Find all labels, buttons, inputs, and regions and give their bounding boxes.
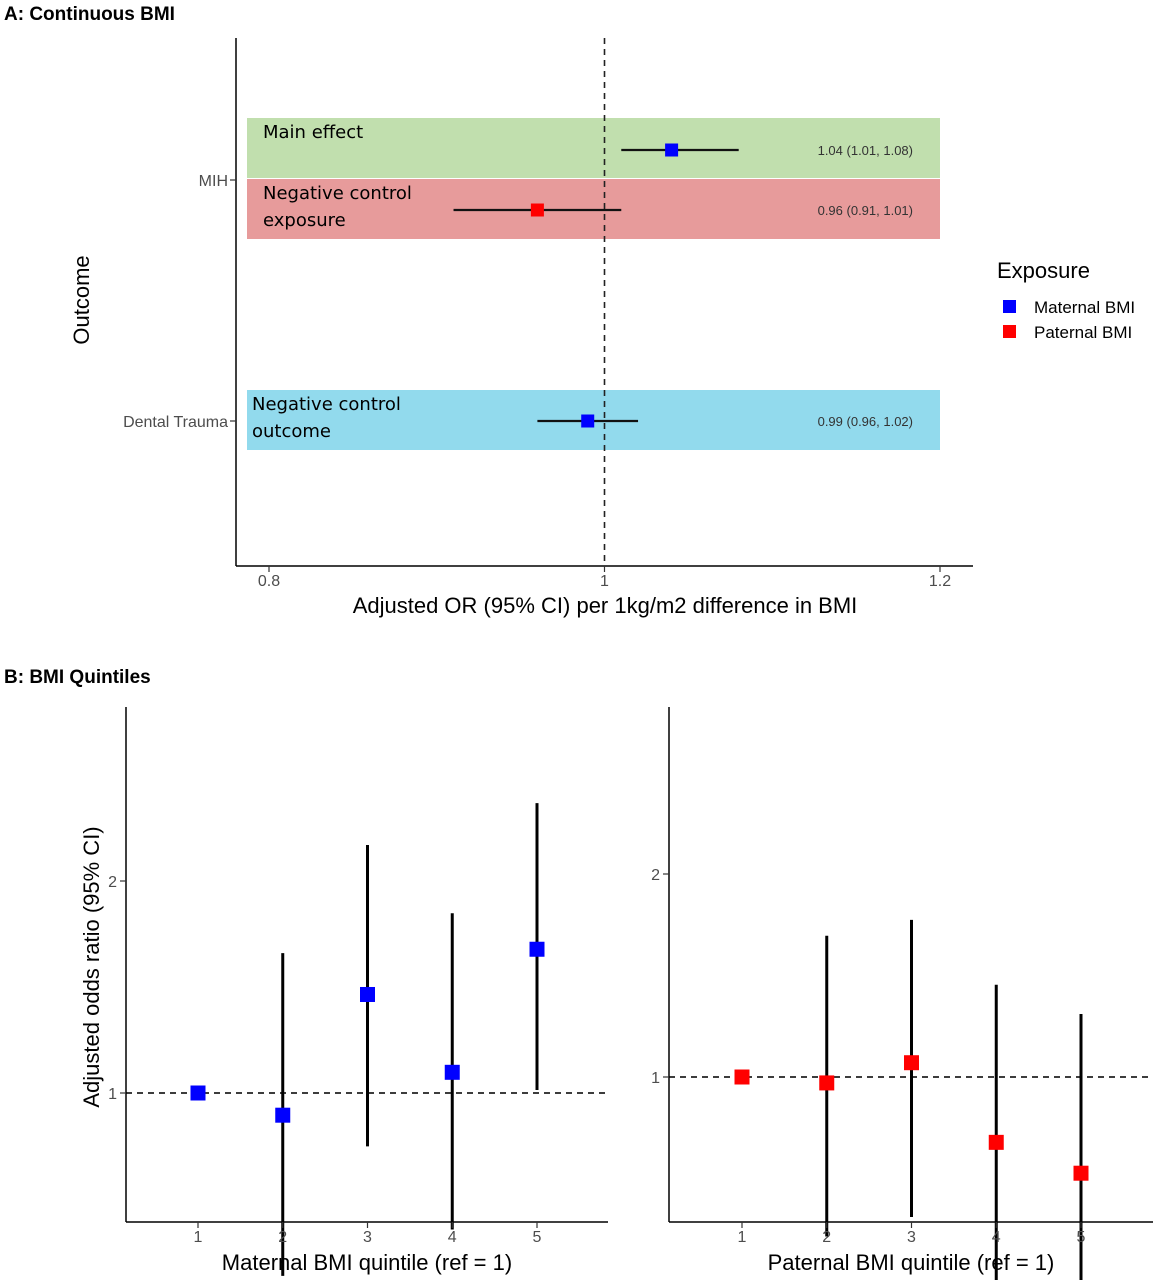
maternal-y-tick-label-1: 1 [108, 1086, 117, 1103]
band-main-effect [247, 118, 940, 178]
legend-key-paternal-bmi [1003, 325, 1016, 338]
paternal-point-q5 [1073, 1165, 1089, 1181]
paternal-x-tick-label-4: 4 [992, 1229, 1001, 1246]
panel-b-title: B: BMI Quintiles [4, 667, 151, 688]
panel-a-x-tick-label-1: 1 [600, 573, 609, 590]
legend-key-maternal-bmi [1003, 300, 1016, 313]
band-label-exposure: exposure [263, 210, 346, 231]
legend-label-paternal-bmi: Paternal BMI [1034, 323, 1132, 342]
paternal-x-tick-label-3: 3 [907, 1229, 916, 1246]
band-label-main-effect: Main effect [263, 122, 363, 143]
maternal-point-q2 [275, 1107, 291, 1123]
panel-b-maternal-plot: 1 2 3 4 5 1 2 [108, 707, 608, 1276]
panel-a-title: A: Continuous BMI [4, 4, 175, 25]
maternal-point-q4 [444, 1064, 460, 1080]
paternal-y-tick-label-2: 2 [651, 867, 660, 884]
panel-b-paternal-plot: 1 2 3 4 5 1 2 [651, 707, 1153, 1280]
panel-b-y-axis-title: Adjusted odds ratio (95% CI) [79, 826, 104, 1107]
panel-a-marks: 1.04 (1.01, 1.08) 0.96 (0.91, 1.01) 0.99 (… [453, 143, 913, 429]
paternal-x-tick-label-1: 1 [738, 1229, 747, 1246]
point-mih-maternal-bmi [665, 143, 679, 157]
point-mih-paternal-bmi [530, 203, 544, 217]
paternal-x-tick-label-5: 5 [1077, 1229, 1086, 1246]
or-label-mih-paternal-bmi: 0.96 (0.91, 1.01) [818, 203, 913, 218]
paternal-point-q2 [819, 1075, 835, 1091]
maternal-point-q1 [190, 1085, 206, 1101]
paternal-point-q3 [904, 1055, 919, 1071]
panel-a-x-tick-label-0-8: 0.8 [258, 573, 280, 590]
or-label-dental-trauma-maternal-bmi: 0.99 (0.96, 1.02) [818, 414, 913, 429]
panel-a-x-tick-label-1-2: 1.2 [929, 573, 951, 590]
or-label-mih-maternal-bmi: 1.04 (1.01, 1.08) [818, 143, 913, 158]
panel-a-x-axis-title: Adjusted OR (95% CI) per 1kg/m2 differen… [353, 593, 858, 618]
band-label-negative-control: Negative control [263, 183, 412, 204]
band-label-negative-control: Negative control [252, 394, 401, 415]
paternal-y-tick-label-1: 1 [651, 1070, 660, 1087]
panel-a-y-tick-label-dental-trauma: Dental Trauma [123, 414, 228, 431]
band-label-outcome: outcome [252, 421, 331, 442]
panel-b-paternal-x-axis-title: Paternal BMI quintile (ref = 1) [768, 1250, 1055, 1275]
panel-a-y-tick-label-mih: MIH [199, 173, 228, 190]
maternal-point-q5 [529, 941, 545, 957]
maternal-x-tick-label-2: 2 [278, 1229, 287, 1246]
panel-b-maternal-x-axis-title: Maternal BMI quintile (ref = 1) [222, 1250, 512, 1275]
paternal-point-q1 [734, 1069, 750, 1085]
paternal-x-tick-label-2: 2 [822, 1229, 831, 1246]
panel-a-y-axis-title: Outcome [69, 255, 94, 344]
legend: Exposure Maternal BMI Paternal BMI [997, 258, 1135, 342]
maternal-y-tick-label-2: 2 [108, 874, 117, 891]
panel-a-bands: Main effect Negative control exposure Negat… [247, 118, 940, 450]
point-dental-trauma-maternal-bmi [581, 414, 595, 428]
legend-label-maternal-bmi: Maternal BMI [1034, 298, 1135, 317]
paternal-point-q4 [988, 1134, 1004, 1150]
legend-title: Exposure [997, 258, 1090, 283]
maternal-x-tick-label-3: 3 [363, 1229, 372, 1246]
panel-b-bmi-quintiles: B: BMI Quintiles 1 2 3 4 5 1 2 Maternal BMI qu… [4, 667, 1153, 1280]
panel-a-axes: 0.8 1 1.2 MIH Dental Trauma [123, 38, 973, 590]
panel-a-continuous-bmi: A: Continuous BMI Main effect Negative co… [4, 4, 1135, 618]
maternal-point-q3 [360, 986, 375, 1002]
maternal-x-tick-label-5: 5 [533, 1229, 542, 1246]
maternal-x-tick-label-4: 4 [448, 1229, 457, 1246]
maternal-x-tick-label-1: 1 [194, 1229, 203, 1246]
